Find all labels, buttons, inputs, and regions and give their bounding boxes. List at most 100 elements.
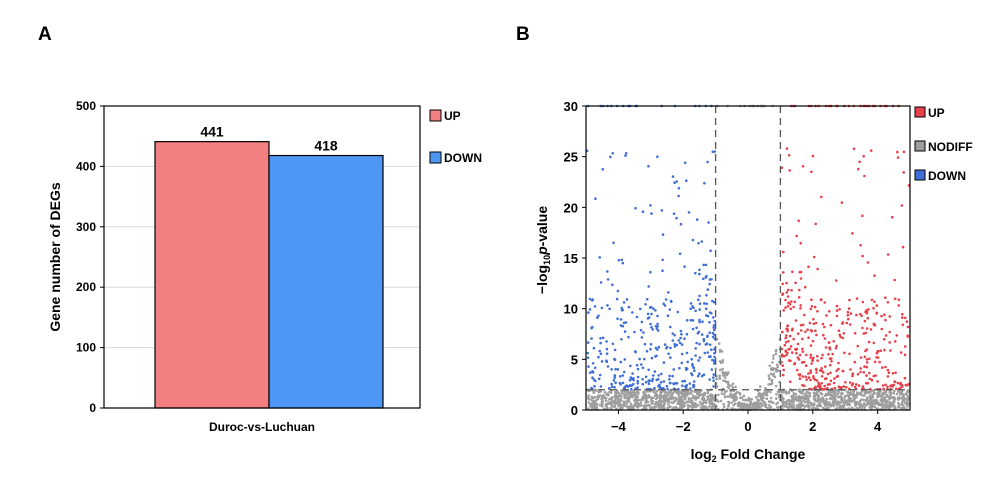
volcano-point-down xyxy=(650,312,653,316)
volcano-point-up xyxy=(903,316,907,320)
volcano-point-down xyxy=(640,336,644,339)
volcano-point-nodiff xyxy=(797,406,801,409)
volcano-point-down xyxy=(608,307,611,311)
volcano-point-down xyxy=(594,197,597,200)
volcano-point-nodiff xyxy=(701,395,705,399)
volcano-point-up xyxy=(897,304,900,307)
volcano-point-up xyxy=(798,377,802,381)
volcano-point-down xyxy=(654,309,657,312)
volcano-point-nodiff xyxy=(831,402,835,406)
volcano-point-down xyxy=(632,378,635,382)
volcano-point-nodiff xyxy=(717,342,721,345)
volcano-point-down xyxy=(680,332,683,336)
volcano-point-up xyxy=(841,336,844,340)
volcano-point-nodiff xyxy=(768,364,771,368)
volcano-point-up xyxy=(824,365,827,368)
volcano-point-nodiff xyxy=(641,395,645,398)
volcano-point-down xyxy=(692,383,695,387)
volcano-point-up xyxy=(848,387,851,391)
volcano-point-nodiff xyxy=(708,399,712,402)
volcano-point-down xyxy=(630,387,633,391)
volcano-point-nodiff xyxy=(880,402,884,406)
volcano-point-nodiff xyxy=(635,398,638,402)
volcano-point-up xyxy=(780,347,784,351)
volcano-point-down xyxy=(587,365,590,368)
volcano-point-up xyxy=(896,156,900,159)
volcano-point-down xyxy=(621,261,625,265)
volcano-point-nodiff xyxy=(812,397,816,401)
volcano-point-up xyxy=(821,322,825,326)
volcano-point-up xyxy=(809,307,813,311)
volcano-point-nodiff xyxy=(642,404,646,407)
volcano-point-nodiff xyxy=(739,404,743,408)
volcano-point-nodiff xyxy=(902,399,905,403)
volcano-point-down xyxy=(708,282,711,286)
volcano-point-nodiff xyxy=(727,403,730,407)
bar-legend: UP DOWN xyxy=(429,109,482,165)
volcano-point-nodiff xyxy=(677,392,680,396)
volcano-point-down xyxy=(698,308,701,311)
volcano-point-up xyxy=(811,339,815,343)
volcano-point-down xyxy=(672,368,675,371)
volcano-point-nodiff xyxy=(795,404,799,407)
volcano-point-up xyxy=(901,316,904,319)
volcano-point-nodiff xyxy=(852,397,856,401)
volcano-x-axis-title: log2 Fold Change xyxy=(691,446,806,464)
volcano-point-nodiff xyxy=(840,395,843,399)
volcano-point-up xyxy=(852,147,856,151)
panel-a-letter: A xyxy=(38,24,52,45)
volcano-point-up xyxy=(872,341,876,345)
volcano-point-up xyxy=(823,337,827,340)
volcano-point-nodiff xyxy=(804,394,808,398)
volcano-point-up xyxy=(788,169,791,172)
volcano-point-nodiff xyxy=(898,391,902,394)
volcano-point-down xyxy=(605,340,608,343)
volcano-point-up xyxy=(814,222,817,226)
volcano-point-down xyxy=(657,329,660,332)
volcano-point-up xyxy=(859,367,862,370)
volcano-point-down xyxy=(713,355,716,359)
volcano-point-nodiff xyxy=(732,395,736,399)
volcano-point-nodiff xyxy=(879,399,883,402)
volcano-point-nodiff xyxy=(860,398,863,401)
volcano-point-down xyxy=(677,194,680,198)
volcano-point-up xyxy=(789,380,792,384)
volcano-point-up xyxy=(784,306,787,309)
volcano-point-up xyxy=(821,353,824,357)
volcano-point-up xyxy=(802,313,806,317)
volcano-point-down xyxy=(690,358,693,361)
volcano-y-axis-title: −log10p-value xyxy=(534,206,552,294)
volcano-point-up xyxy=(882,337,886,341)
volcano-point-nodiff xyxy=(807,391,810,395)
volcano-point-nodiff xyxy=(774,367,778,371)
volcano-point-nodiff xyxy=(715,385,719,388)
volcano-point-down xyxy=(612,241,615,245)
volcano-point-nodiff xyxy=(654,406,657,409)
volcano-point-nodiff xyxy=(843,397,846,400)
volcano-point-nodiff xyxy=(667,402,670,406)
volcano-point-nodiff xyxy=(839,401,843,404)
volcano-point-up xyxy=(809,329,813,332)
volcano-point-down xyxy=(672,212,676,215)
volcano-plot-frame xyxy=(585,105,911,411)
volcano-point-down xyxy=(691,238,695,242)
volcano-point-nodiff xyxy=(614,393,617,397)
volcano-point-up xyxy=(905,320,909,323)
volcano-point-up xyxy=(859,312,862,316)
volcano-point-up xyxy=(824,346,828,349)
volcano-point-up xyxy=(823,301,826,304)
volcano-point-down xyxy=(698,318,701,322)
volcano-point-nodiff xyxy=(753,405,757,409)
volcano-x-tick-label: 0 xyxy=(744,419,751,434)
volcano-point-down xyxy=(652,307,655,311)
volcano-point-up xyxy=(902,171,905,174)
volcano-point-nodiff xyxy=(727,401,731,404)
volcano-point-down xyxy=(648,306,652,309)
volcano-point-down xyxy=(710,368,714,371)
volcano-point-up xyxy=(864,349,867,353)
volcano-point-up xyxy=(832,340,835,343)
volcano-point-nodiff xyxy=(770,378,774,382)
volcano-x-tick-label: 4 xyxy=(874,419,882,434)
volcano-point-nodiff xyxy=(813,393,817,397)
volcano-point-down xyxy=(657,385,660,388)
